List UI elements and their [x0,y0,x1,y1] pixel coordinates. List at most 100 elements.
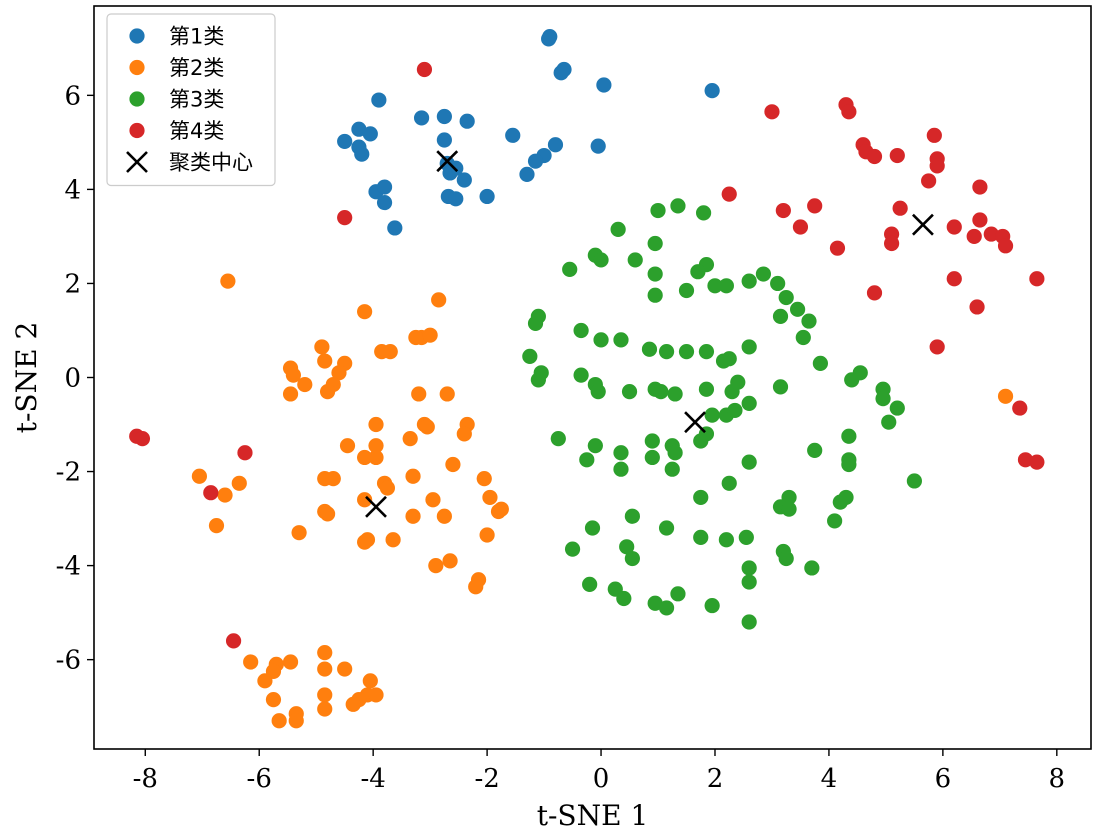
scatter-point [727,402,743,419]
scatter-point [693,433,709,449]
scatter-point [371,92,387,108]
y-axis: -6 -4 -2 0 2 4 6 [56,81,94,676]
scatter-point [678,282,695,299]
y-tick-label: 0 [64,364,81,394]
scatter-point [1017,452,1034,468]
scatter-point [983,226,999,242]
scatter-point [866,285,883,301]
scatter-point [282,654,299,670]
scatter-point [587,438,603,454]
scatter-point [741,339,757,355]
scatter-point [271,713,287,729]
scatter-point [613,332,629,348]
legend-marker [129,91,145,107]
scatter-point [573,322,589,339]
scatter-point [297,376,313,393]
x-axis-label: t-SNE 1 [537,799,649,832]
scatter-point [997,238,1014,254]
scatter-point [231,475,247,491]
scatter-point [374,344,390,360]
scatter-point [317,687,333,703]
series-5 [365,150,934,518]
scatter-point [345,696,361,712]
scatter-point [436,508,452,524]
scatter-point [337,210,353,226]
scatter-point [647,235,663,252]
scatter-point [490,503,507,520]
scatter-point [265,692,282,708]
scatter-point [841,428,857,444]
scatter-point [505,127,521,143]
scatter-point [667,445,683,461]
scatter-point [641,341,658,357]
series-1 [337,28,720,236]
scatter-point [1029,454,1045,470]
scatter-point [379,480,396,496]
legend-label: 聚类中心 [169,151,253,175]
scatter-point [590,138,606,154]
scatter-point [530,372,546,388]
scatter-point [282,386,299,402]
scatter-point [969,299,985,315]
scatter-point [385,532,401,548]
scatter-point [693,489,709,506]
scatter-point [357,492,373,508]
scatter-point [314,339,330,355]
scatter-point [337,133,353,150]
scatter-point [408,329,424,346]
scatter-point [203,485,219,501]
scatter-point [522,348,538,364]
scatter-point [593,332,609,348]
scatter-point [527,315,544,332]
scatter-point [411,386,427,402]
scatter-point [445,456,461,473]
scatter-point [707,278,723,294]
scatter-point [217,487,233,503]
scatter-point [972,212,988,228]
scatter-point [527,153,544,169]
scatter-point [405,508,421,524]
scatter-point [431,292,447,308]
scatter-point [613,461,629,477]
scatter-point [664,461,680,477]
scatter-point [772,379,789,395]
scatter-point [755,266,772,282]
scatter-point [704,597,720,614]
scatter-point [619,539,635,555]
scatter-point [317,644,333,661]
scatter-point [658,344,675,360]
scatter-point [456,426,472,442]
scatter-point [362,673,378,689]
x-tick-label: -6 [247,764,272,794]
scatter-point [613,445,629,461]
scatter-point [237,445,253,461]
scatter-point [972,179,988,195]
scatter-point [368,438,384,454]
x-tick-label: -2 [474,764,499,794]
scatter-point [695,205,712,221]
scatter-point [319,384,336,400]
series-4 [129,61,1045,649]
x-axis: -8 -6 -4 -2 0 2 4 6 8 [133,749,1065,794]
scatter-point [1012,400,1028,416]
scatter-point [422,327,438,343]
scatter-point [317,353,333,369]
scatter-point [208,518,225,534]
scatter-point [357,449,373,466]
scatter-point [596,77,612,93]
scatter-point [929,339,945,355]
cluster-center-marker [684,411,706,434]
scatter-point [368,416,384,433]
scatter-point [476,471,492,487]
scatter-point [624,508,640,524]
scatter-point [698,381,715,397]
scatter-point [812,355,828,371]
scatter-point [929,158,945,174]
scatter-point [134,431,151,447]
scatter-point [792,219,809,235]
scatter-point [317,661,333,677]
legend-marker [126,151,148,173]
scatter-point [436,108,452,125]
scatter-point [730,374,746,390]
